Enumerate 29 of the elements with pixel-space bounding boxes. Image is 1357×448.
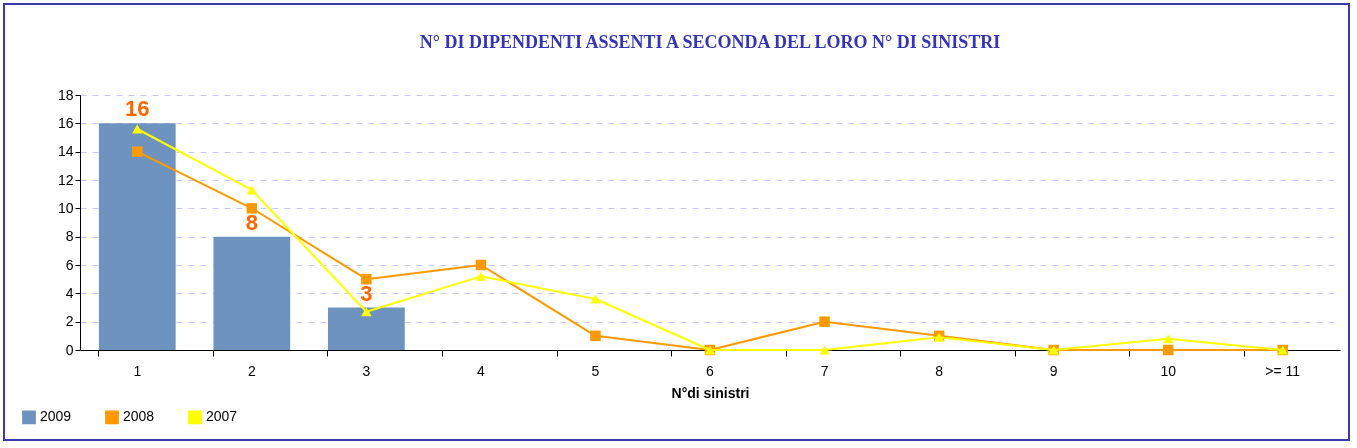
y-tick-label: 0 xyxy=(65,341,74,358)
legend-label: 2009 xyxy=(40,408,72,425)
x-tick-label: 6 xyxy=(706,362,715,379)
data-label: 3 xyxy=(360,280,373,306)
y-tick-label: 6 xyxy=(65,256,74,273)
x-tick-label: 5 xyxy=(591,362,600,379)
x-axis-title: N°di sinistri xyxy=(671,384,750,401)
x-tick-label: 9 xyxy=(1049,362,1058,379)
legend-label: 2007 xyxy=(206,408,238,425)
y-tick-label: 18 xyxy=(57,86,74,103)
y-tick-label: 8 xyxy=(65,228,74,245)
x-tick-label: 1 xyxy=(133,362,142,379)
legend-label: 2008 xyxy=(123,408,155,425)
y-tick-label: 10 xyxy=(57,199,74,216)
x-tick-label: 10 xyxy=(1160,362,1177,379)
x-tick-label: 2 xyxy=(247,362,256,379)
chart-title: N° DI DIPENDENTI ASSENTI A SECONDA DEL LORO N° DI SINISTRI xyxy=(419,32,1001,52)
x-tick-label: >= 11 xyxy=(1265,362,1301,379)
x-tick-label: 3 xyxy=(362,362,371,379)
x-tick-label: 7 xyxy=(820,362,829,379)
data-label: 8 xyxy=(245,209,258,235)
y-tick-label: 2 xyxy=(65,313,74,330)
data-label: 16 xyxy=(125,96,150,122)
y-tick-label: 14 xyxy=(57,143,74,160)
y-tick-label: 4 xyxy=(65,284,74,301)
y-tick-label: 16 xyxy=(57,114,74,131)
x-tick-label: 8 xyxy=(935,362,944,379)
y-tick-label: 12 xyxy=(57,171,74,188)
x-tick-label: 4 xyxy=(477,362,486,379)
